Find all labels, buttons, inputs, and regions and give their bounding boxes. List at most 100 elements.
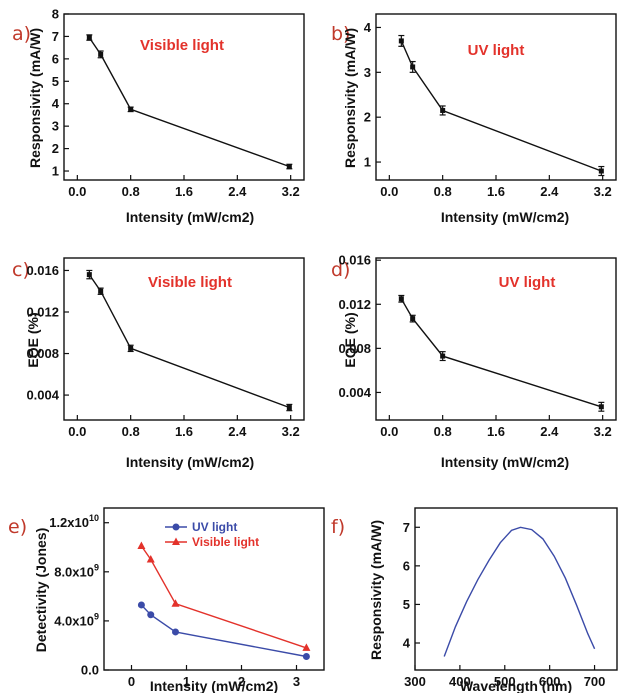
series-line (400, 298, 602, 408)
x-tick-label: 3.2 (282, 424, 300, 439)
x-tick-label: 1.6 (175, 184, 193, 199)
x-tick-label: 0.8 (434, 184, 452, 199)
data-point (302, 653, 310, 660)
series-line (88, 274, 290, 409)
chart-panel-5: e) 0 1 2 3 0.0 4.0x109 8.0x109 1.2x1010 Intensity… (8, 507, 325, 693)
y-tick-label: 3 (52, 119, 59, 134)
x-tick-label: 0 (128, 674, 135, 689)
x-tick-label: 0.0 (380, 184, 398, 199)
y-axis-label: Detectivity (Jones) (33, 528, 49, 652)
light-annotation: UV light (499, 274, 556, 291)
y-tick-label: 0.004 (338, 385, 371, 400)
x-tick-label: 600 (539, 674, 561, 689)
data-point (98, 288, 104, 294)
data-point (137, 541, 146, 550)
y-tick-label: 8 (52, 7, 59, 22)
y-tick-label: 0.004 (26, 388, 59, 403)
y-tick-label: 4 (52, 96, 60, 111)
data-point (86, 272, 92, 278)
x-tick-label: 500 (494, 674, 516, 689)
panel-label: b) (331, 23, 350, 45)
data-point (598, 168, 604, 174)
y-tick-label: 2 (52, 141, 59, 156)
y-tick-label: 7 (52, 29, 59, 44)
data-point (410, 64, 416, 70)
series-line (443, 526, 596, 657)
y-tick-label: 0.012 (338, 297, 371, 312)
data-point (86, 35, 92, 41)
x-tick-label: 2.4 (228, 184, 247, 199)
data-point (410, 316, 416, 322)
y-tick-label: 2 (364, 110, 371, 125)
y-tick-label: 1 (364, 155, 371, 170)
y-tick-label: 4 (403, 636, 411, 651)
chart-panel-1: a) 0.0 0.8 1.6 2.4 3.2 1 2 3 4 5 6 7 8 Intensity (mW/c… (12, 7, 305, 225)
data-point (128, 106, 134, 112)
series-line (88, 37, 290, 168)
x-tick-label: 1.6 (487, 184, 505, 199)
x-tick-label: 2.4 (228, 424, 247, 439)
panel-label: c) (12, 259, 30, 281)
x-axis-label: Intensity (mW/cm2) (126, 209, 254, 225)
x-tick-label: 0.8 (122, 184, 140, 199)
x-tick-label: 3.2 (282, 184, 300, 199)
panel-label: d) (331, 259, 350, 281)
x-tick-label: 1 (183, 674, 190, 689)
y-axis-label: Responsivity (mA/W) (342, 28, 358, 168)
y-tick-label: 0.016 (338, 253, 371, 268)
data-point (286, 405, 292, 411)
x-tick-label: 0.0 (68, 424, 86, 439)
chart-panel-3: c) 0.0 0.8 1.6 2.4 3.2 0.004 0.008 0.012 0.016 Int… (12, 257, 305, 470)
data-point (98, 51, 104, 57)
data-point (147, 611, 155, 619)
x-tick-label: 1.6 (175, 424, 193, 439)
series-line (140, 545, 307, 649)
light-annotation: Visible light (148, 274, 232, 291)
chart-panel-6: f) 300 400 500 600 700 4 5 6 7 Wavelength (nm) Resp… (331, 507, 618, 693)
x-tick-label: 0.0 (380, 424, 398, 439)
x-tick-label: 0.8 (122, 424, 140, 439)
light-annotation: UV light (468, 42, 525, 59)
y-tick-label: 0.008 (338, 341, 371, 356)
y-tick-label: 5 (52, 74, 59, 89)
light-annotation: Visible light (140, 37, 224, 54)
plot-frame (103, 507, 325, 671)
y-tick-label: 3 (364, 65, 371, 80)
data-point (440, 107, 446, 113)
data-point (146, 555, 155, 563)
y-tick-label: 4 (364, 20, 372, 35)
plot-frame (375, 13, 617, 181)
x-tick-label: 2 (238, 674, 245, 689)
y-tick-label: 7 (403, 520, 410, 535)
y-axis-label: EQE (%) (342, 312, 358, 367)
y-axis-label: Responsivity (mA/W) (27, 28, 43, 168)
x-tick-label: 3 (293, 674, 300, 689)
y-tick-label: 0.012 (26, 305, 59, 320)
x-tick-label: 3.2 (594, 184, 612, 199)
plot-frame (375, 257, 617, 421)
y-axis-label: Responsivity (mA/W) (368, 520, 384, 660)
panel-label: f) (331, 516, 345, 538)
data-point (172, 628, 179, 636)
data-point (440, 353, 446, 359)
series-line (140, 604, 307, 658)
data-point (286, 164, 292, 170)
x-tick-label: 0.0 (68, 184, 86, 199)
x-tick-label: 1.6 (487, 424, 505, 439)
x-axis-label: Intensity (mW/cm2) (441, 209, 569, 225)
chart-panel-2: b) 0.0 0.8 1.6 2.4 3.2 1 2 3 4 Intensity (mW/cm2) R… (331, 13, 617, 225)
y-tick-label: 6 (403, 558, 410, 573)
data-point (128, 345, 134, 351)
y-tick-label: 4.0x109 (54, 611, 99, 628)
panel-label: a) (12, 23, 31, 45)
x-axis-label: Intensity (mW/cm2) (441, 454, 569, 470)
y-tick-label: 0.008 (26, 346, 59, 361)
data-point (137, 601, 145, 609)
y-tick-label: 0.016 (26, 263, 59, 278)
legend-marker (172, 523, 180, 531)
x-tick-label: 0.8 (434, 424, 452, 439)
x-tick-label: 400 (449, 674, 471, 689)
y-tick-label: 1.2x1010 (49, 513, 99, 530)
chart-panel-4: d) 0.0 0.8 1.6 2.4 3.2 0.004 0.008 0.012 0.016 Int… (331, 253, 617, 470)
